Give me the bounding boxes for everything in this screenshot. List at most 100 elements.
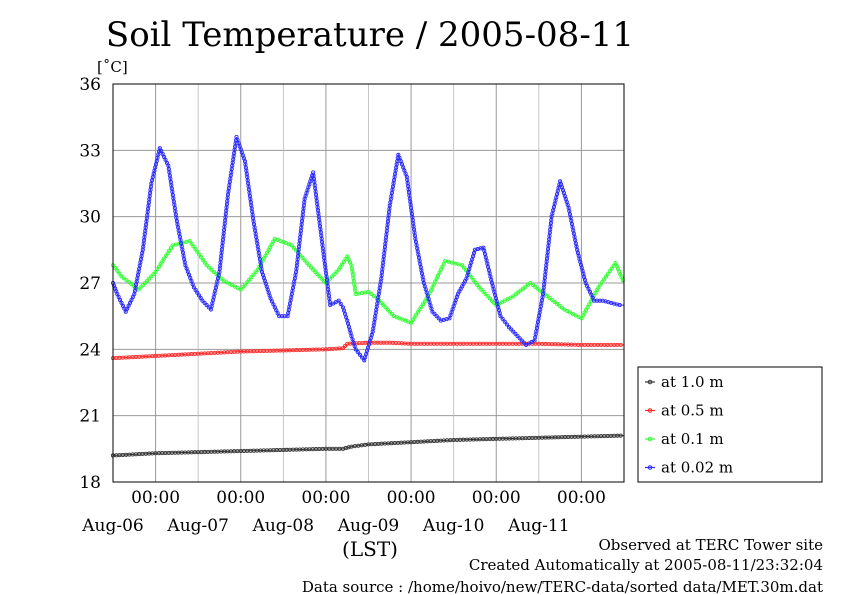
series-point-2 xyxy=(366,289,371,294)
series-point-2 xyxy=(379,300,384,305)
series-point-3 xyxy=(434,314,439,319)
series-point-2 xyxy=(387,309,392,314)
series-point-3 xyxy=(338,301,343,307)
series-point-3 xyxy=(515,334,520,339)
series-point-2 xyxy=(198,255,204,260)
series-point-2 xyxy=(530,282,535,287)
series-point-2 xyxy=(525,282,530,287)
x-tick-label: 00:00 xyxy=(131,488,180,508)
legend-swatch-marker xyxy=(647,408,653,413)
series-point-2 xyxy=(332,272,337,277)
y-tick-label: 18 xyxy=(79,473,101,493)
series-point-2 xyxy=(481,289,486,294)
series-point-2 xyxy=(600,279,605,285)
series-point-1 xyxy=(340,346,346,351)
series-point-2 xyxy=(200,257,205,262)
series-point-3 xyxy=(357,352,363,357)
series-point-2 xyxy=(383,305,388,310)
x-day-label: Aug-09 xyxy=(337,516,399,536)
series-point-3 xyxy=(200,298,205,303)
series-point-3 xyxy=(336,298,341,303)
series-point-2 xyxy=(187,238,192,244)
x-tick-label: 00:00 xyxy=(301,488,350,508)
series-point-2 xyxy=(596,285,601,290)
x-tick-label: 00:00 xyxy=(472,488,521,508)
series-point-2 xyxy=(460,263,465,268)
series-point-2 xyxy=(471,278,476,283)
series-point-2 xyxy=(489,298,495,303)
legend-label: at 1.0 m xyxy=(661,373,724,391)
series-point-2 xyxy=(140,283,145,288)
series-point-3 xyxy=(436,316,441,321)
series-point-2 xyxy=(214,272,219,277)
series-point-2 xyxy=(249,275,254,280)
series-point-2 xyxy=(238,287,243,292)
series-point-2 xyxy=(609,266,614,271)
series-point-2 xyxy=(605,271,610,276)
series-point-3 xyxy=(506,325,512,330)
series-point-2 xyxy=(113,266,118,271)
series-point-2 xyxy=(211,269,217,274)
series-point-2 xyxy=(117,271,122,276)
y-tick-label: 21 xyxy=(79,407,101,427)
legend-label: at 0.02 m xyxy=(661,459,733,477)
series-point-3 xyxy=(498,314,503,319)
series-point-2 xyxy=(115,268,120,273)
series-point-2 xyxy=(513,292,518,297)
series-line-0 xyxy=(112,435,625,456)
legend-label: at 0.1 m xyxy=(661,430,724,448)
series-point-2 xyxy=(209,267,214,272)
series-point-2 xyxy=(462,265,467,270)
series-point-2 xyxy=(145,278,150,283)
series-point-2 xyxy=(147,276,152,281)
series-point-3 xyxy=(355,350,360,355)
series-point-2 xyxy=(473,280,478,285)
x-axis-label: (LST) xyxy=(342,537,398,561)
footer-observed: Observed at TERC Tower site xyxy=(598,536,823,554)
x-tick-label: 00:00 xyxy=(387,488,436,508)
series-point-2 xyxy=(308,265,314,270)
series-point-2 xyxy=(142,280,147,286)
series-point-2 xyxy=(334,269,339,274)
legend-swatch-marker xyxy=(647,465,653,470)
series-point-2 xyxy=(302,258,307,263)
x-day-label: Aug-11 xyxy=(507,516,569,536)
series-point-2 xyxy=(207,265,212,270)
legend-swatch-marker xyxy=(647,436,653,442)
series-point-3 xyxy=(430,309,435,314)
series-point-2 xyxy=(291,245,297,250)
series-point-3 xyxy=(513,331,518,336)
series-point-3 xyxy=(519,338,524,343)
series-point-2 xyxy=(300,255,305,260)
series-point-2 xyxy=(369,292,374,297)
y-tick-label: 36 xyxy=(79,75,101,95)
legend-label: at 0.5 m xyxy=(661,402,724,420)
series-point-2 xyxy=(475,282,480,288)
series-point-2 xyxy=(518,288,523,293)
series-point-3 xyxy=(509,327,514,332)
series-point-2 xyxy=(372,294,377,299)
legend-swatch-marker xyxy=(647,379,653,385)
legend: at 1.0 m at 0.5 m at 0.1 m at 0.02 m xyxy=(637,366,823,483)
series-point-2 xyxy=(247,277,252,282)
series-point-3 xyxy=(517,336,522,341)
series-point-2 xyxy=(511,294,516,299)
series-point-2 xyxy=(197,252,202,257)
series-point-2 xyxy=(289,243,294,248)
series-point-2 xyxy=(385,307,390,312)
series-point-2 xyxy=(477,285,482,290)
footer-created: Created Automatically at 2005-08-11/23:3… xyxy=(469,556,823,574)
legend-box xyxy=(637,366,823,483)
y-tick-label: 24 xyxy=(79,340,101,360)
series-point-2 xyxy=(151,272,156,277)
grid xyxy=(113,83,624,483)
chart-title: Soil Temperature / 2005-08-11 xyxy=(106,15,634,55)
series-point-2 xyxy=(550,298,555,303)
series-point-1 xyxy=(618,342,623,347)
series-point-3 xyxy=(202,300,207,305)
plot-frame xyxy=(112,83,625,483)
series-point-2 xyxy=(191,244,196,249)
series-point-3 xyxy=(617,303,622,308)
series-point-2 xyxy=(483,292,488,297)
series-point-2 xyxy=(557,303,562,308)
